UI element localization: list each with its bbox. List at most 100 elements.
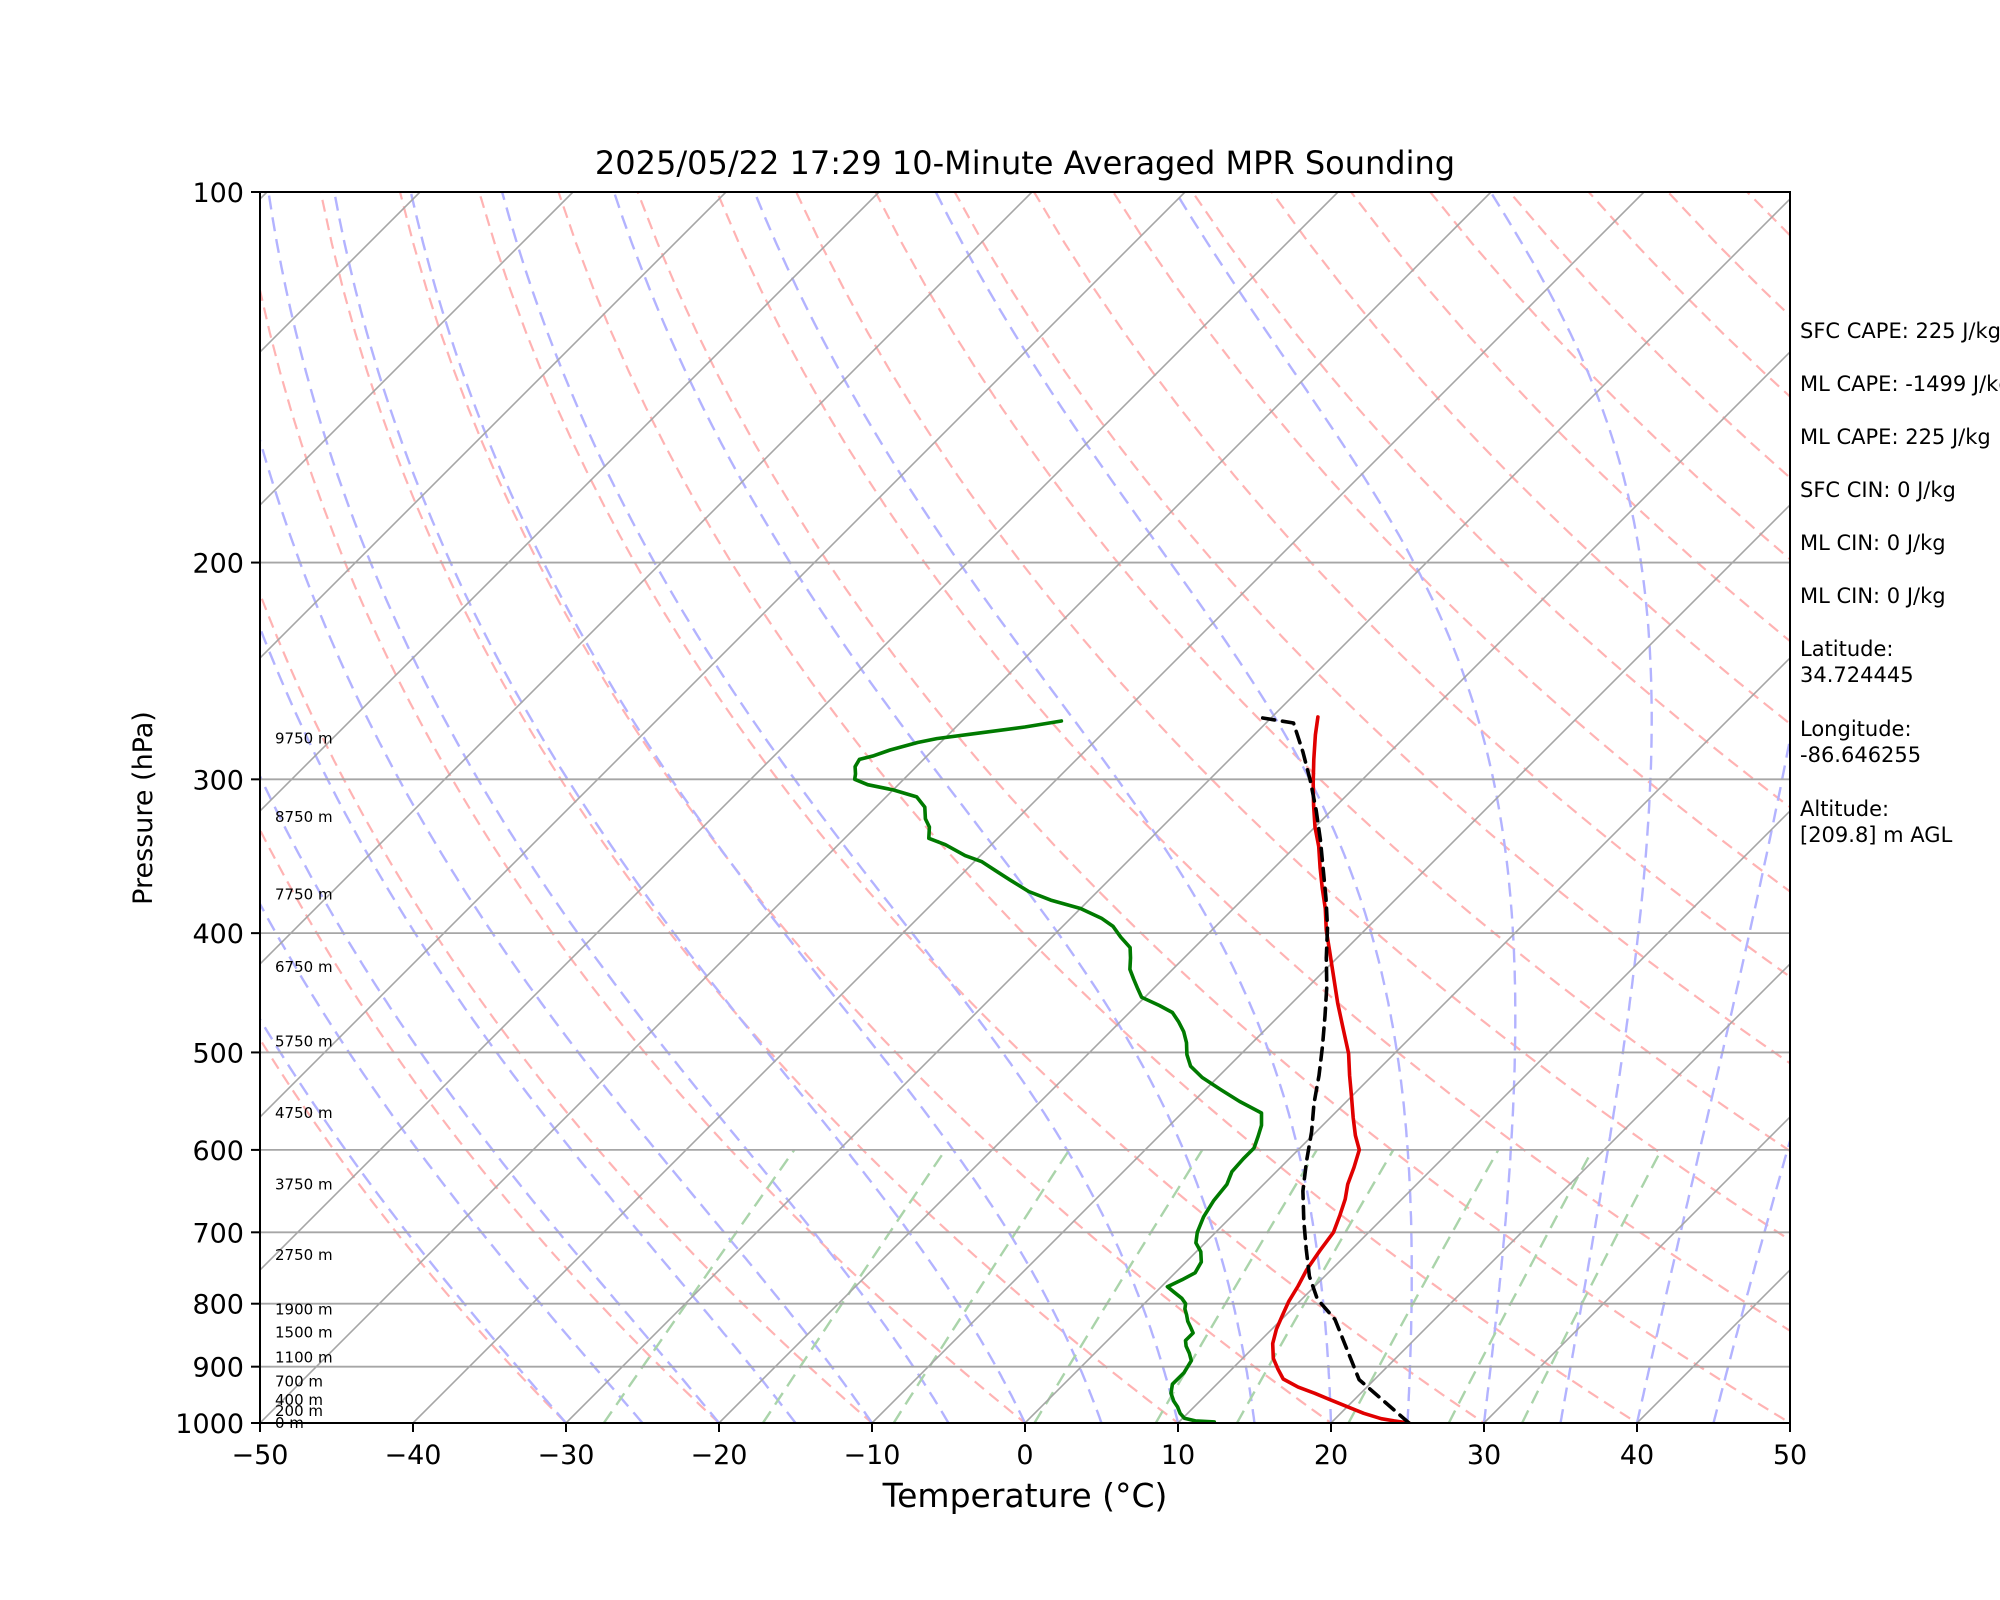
mixing-ratio-line <box>1154 1149 1318 1423</box>
temperature-line <box>1270 715 1411 1423</box>
parameter-text: ML CIN: 0 J/kg <box>1800 531 1946 555</box>
dewpoint-line <box>852 719 1264 1423</box>
moist-adiabat <box>500 192 1180 1423</box>
dry-adiabat <box>319 192 1180 1423</box>
y-tick-label: 900 <box>192 1353 244 1384</box>
moist-adiabat <box>612 192 1256 1423</box>
moist-adiabat <box>934 192 1413 1423</box>
height-label: 2750 m <box>275 1246 333 1264</box>
dry-adiabat <box>636 192 1790 1423</box>
isotherm <box>260 192 1186 1119</box>
moist-adiabat <box>1489 192 1653 1423</box>
y-axis-label: Pressure (hPa) <box>128 711 159 905</box>
dry-adiabat <box>1191 192 1790 809</box>
x-tick-label: 0 <box>1016 1440 1033 1471</box>
x-tick-label: −20 <box>691 1440 748 1471</box>
moist-adiabat <box>333 192 1027 1423</box>
height-label: 700 m <box>275 1372 323 1390</box>
height-label: 5750 m <box>275 1033 333 1051</box>
dry-adiabat <box>1033 192 1790 979</box>
height-label: 400 m <box>275 1391 323 1409</box>
isotherm <box>0 192 114 1423</box>
plot-frame <box>259 191 1791 1424</box>
mixing-ratio-line <box>892 1149 1071 1423</box>
y-tick-label: 500 <box>192 1038 244 1069</box>
height-label: 6750 m <box>275 958 333 976</box>
moist-adiabat <box>1174 192 1517 1423</box>
moist-adiabat <box>753 192 1333 1423</box>
dry-adiabat <box>557 192 1640 1423</box>
height-label: 3750 m <box>275 1175 333 1193</box>
isotherm <box>871 503 1790 1423</box>
moist-adiabat <box>260 435 873 1423</box>
background-lines <box>0 192 1790 1423</box>
parcel-line <box>1254 715 1411 1423</box>
y-axis: 100 200 300 400 500 600 700 800 900 1000 <box>175 178 260 1440</box>
mixing-ratio-line <box>761 1149 947 1423</box>
dry-adiabat <box>715 192 1790 1333</box>
height-label: 4750 m <box>275 1104 333 1122</box>
isotherm <box>260 192 1339 1272</box>
dry-adiabat <box>1112 192 1790 893</box>
dry-adiabat <box>398 192 1333 1423</box>
parameter-text: SFC CAPE: 225 J/kg <box>1800 319 2000 343</box>
height-label: 200 m <box>275 1402 323 1420</box>
dry-adiabat <box>260 590 874 1423</box>
isotherm <box>260 192 574 507</box>
x-tick-label: −10 <box>844 1440 901 1471</box>
y-tick-label: 100 <box>192 178 244 209</box>
x-tick-label: −40 <box>385 1440 442 1471</box>
moist-adiabat <box>260 901 644 1423</box>
isotherm <box>718 350 1790 1423</box>
moist-adiabat <box>409 192 1103 1423</box>
isotherm <box>260 192 727 660</box>
y-tick-label: 700 <box>192 1218 244 1249</box>
parameter-text: Latitude: 34.724445 <box>1800 637 1914 687</box>
series-group <box>852 715 1411 1423</box>
moist-adiabat <box>260 1017 567 1423</box>
isotherm <box>1177 809 1790 1423</box>
isotherm <box>260 192 880 813</box>
chart-title: 2025/05/22 17:29 10-Minute Averaged MPR … <box>595 144 1455 182</box>
x-tick-label: −50 <box>232 1440 289 1471</box>
height-label: 1900 m <box>275 1301 333 1319</box>
moist-adiabat <box>1712 1136 1790 1423</box>
x-tick-label: 20 <box>1314 1440 1348 1471</box>
parameter-text: Longitude: -86.646255 <box>1800 717 1921 767</box>
x-tick-label: 10 <box>1161 1440 1195 1471</box>
dry-adiabat <box>260 1037 568 1423</box>
isotherm <box>412 192 1645 1423</box>
isotherm <box>1024 656 1790 1423</box>
moist-adiabat <box>1635 732 1790 1423</box>
y-tick-label: 600 <box>192 1136 244 1167</box>
dry-adiabat <box>260 284 1027 1423</box>
moist-adiabat <box>260 624 797 1423</box>
mixing-ratio-line <box>1447 1149 1594 1423</box>
isotherm <box>260 192 1033 966</box>
y-tick-label: 400 <box>192 919 244 950</box>
parameter-text: ML CIN: 0 J/kg <box>1800 584 1946 608</box>
y-tick-label: 800 <box>192 1290 244 1321</box>
parameter-text: SFC CIN: 0 J/kg <box>1800 478 1956 502</box>
parameter-text: ML CAPE: 225 J/kg <box>1800 425 1991 449</box>
parameter-text: ML CAPE: -1499 J/kg <box>1800 372 2000 396</box>
moist-adiabat <box>267 192 950 1423</box>
height-label: 1500 m <box>275 1323 333 1341</box>
isotherm <box>1330 962 1790 1423</box>
y-tick-label: 1000 <box>175 1409 244 1440</box>
height-label: 9750 m <box>275 730 333 748</box>
mixing-ratio-line <box>602 1149 796 1423</box>
height-label: 1100 m <box>275 1349 333 1367</box>
dry-adiabat <box>478 192 1486 1423</box>
moist-adiabat <box>260 773 720 1423</box>
isotherm <box>260 192 1492 1423</box>
isotherm <box>1483 1115 1790 1423</box>
y-tick-label: 200 <box>192 549 244 580</box>
x-axis: −50 −40 −30 −20 −10 0 10 20 30 40 50 <box>232 1423 1807 1471</box>
x-tick-label: 40 <box>1620 1440 1654 1471</box>
x-tick-label: 30 <box>1467 1440 1501 1471</box>
x-tick-label: −30 <box>538 1440 595 1471</box>
y-tick-label: 300 <box>192 765 244 796</box>
